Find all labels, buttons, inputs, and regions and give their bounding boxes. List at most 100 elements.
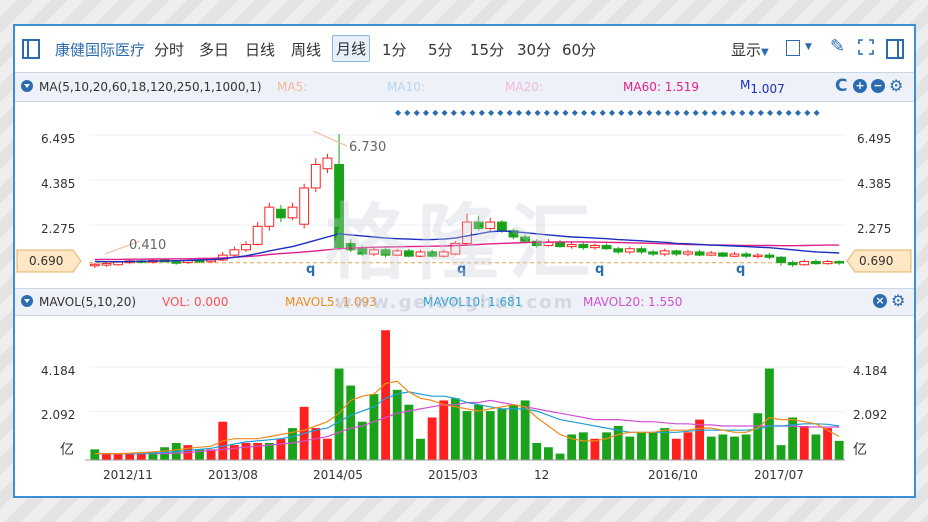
period-1min[interactable]: 1分 xyxy=(382,41,407,59)
event-marker[interactable]: ◆ xyxy=(609,108,616,117)
event-marker[interactable]: ◆ xyxy=(488,108,495,117)
event-marker[interactable]: ◆ xyxy=(423,108,430,117)
event-marker[interactable]: ◆ xyxy=(786,108,793,117)
stock-name[interactable]: 康健国际医疗 xyxy=(55,41,146,59)
event-marker[interactable]: ◆ xyxy=(628,108,635,117)
event-marker[interactable]: ◆ xyxy=(404,108,411,117)
event-marker[interactable]: ◆ xyxy=(721,108,728,117)
volume-settings-gear-icon[interactable]: ⚙ xyxy=(891,291,906,310)
event-marker[interactable]: ◆ xyxy=(674,108,681,117)
volume-bar xyxy=(555,453,565,460)
vol-y-tick-right-0: 4.184 xyxy=(853,364,887,378)
event-marker[interactable]: ◆ xyxy=(414,108,421,117)
event-marker[interactable]: ◆ xyxy=(507,108,514,117)
event-marker[interactable]: ◆ xyxy=(767,108,774,117)
event-marker[interactable]: ◆ xyxy=(516,108,523,117)
period-daily[interactable]: 日线 xyxy=(245,41,276,59)
event-marker[interactable]: ◆ xyxy=(581,108,588,117)
candle xyxy=(357,248,368,255)
event-marker[interactable]: ◆ xyxy=(702,108,709,117)
event-marker[interactable]: ◆ xyxy=(451,108,458,117)
candle xyxy=(671,250,682,255)
period-intraday[interactable]: 分时 xyxy=(154,41,185,59)
close-volume-icon[interactable]: × xyxy=(873,294,887,308)
volume-bar xyxy=(404,404,414,460)
event-marker[interactable]: ◆ xyxy=(395,108,402,117)
event-marker[interactable]: ◆ xyxy=(776,108,783,117)
period-60min[interactable]: 60分 xyxy=(562,41,597,59)
period-15min[interactable]: 15分 xyxy=(470,41,505,59)
event-marker[interactable]: ◆ xyxy=(683,108,690,117)
event-marker[interactable]: ◆ xyxy=(544,108,551,117)
q-marker-2[interactable]: q xyxy=(595,262,604,277)
event-marker[interactable]: ◆ xyxy=(646,108,653,117)
draw-pen-icon[interactable]: ✎ xyxy=(830,36,846,57)
event-marker[interactable]: ◆ xyxy=(572,108,579,117)
event-marker[interactable]: ◆ xyxy=(795,108,802,117)
event-marker[interactable]: ◆ xyxy=(665,108,672,117)
candle xyxy=(299,187,310,225)
volume-bar xyxy=(206,449,216,460)
event-marker[interactable]: ◆ xyxy=(637,108,644,117)
event-marker[interactable]: ◆ xyxy=(748,108,755,117)
candle xyxy=(369,249,379,255)
add-indicator-icon[interactable]: + xyxy=(853,79,867,93)
sidebar-toggle-icon[interactable] xyxy=(22,39,40,59)
fullscreen-icon[interactable] xyxy=(858,39,874,55)
refresh-icon[interactable]: C xyxy=(835,76,848,96)
layout-square-icon[interactable] xyxy=(786,40,800,56)
event-marker[interactable]: ◆ xyxy=(655,108,662,117)
event-marker[interactable]: ◆ xyxy=(711,108,718,117)
price-chart[interactable]: ◆ ◆ ◆ ◆ ◆ ◆ ◆ ◆ ◆ ◆ ◆ ◆ ◆ ◆ ◆ ◆ ◆ ◆ ◆ ◆ ◆ ◆ ◆ ◆ ◆ ◆ ◆ ◆ ◆ ◆ ◆ ◆ ◆ ◆ ◆ ◆ ◆ ◆ ◆ ◆… xyxy=(15,99,914,289)
current-price-tag-right: 0.690 xyxy=(846,249,912,273)
event-marker[interactable]: ◆ xyxy=(814,108,821,117)
ma10-value: MA10: xyxy=(387,80,425,94)
event-marker[interactable]: ◆ xyxy=(600,108,607,117)
event-marker[interactable]: ◆ xyxy=(442,108,449,117)
collapse-price-icon[interactable] xyxy=(21,80,33,92)
period-monthly[interactable]: 月线 xyxy=(332,35,371,62)
display-menu[interactable]: 显示▼ xyxy=(731,39,769,60)
remove-indicator-icon[interactable]: − xyxy=(871,79,885,93)
event-marker[interactable]: ◆ xyxy=(590,108,597,117)
event-marker[interactable]: ◆ xyxy=(460,108,467,117)
period-multiday[interactable]: 多日 xyxy=(199,41,230,59)
collapse-volume-icon[interactable] xyxy=(21,295,33,307)
event-marker[interactable]: ◆ xyxy=(553,108,560,117)
chevron-down-icon: ▼ xyxy=(761,47,769,58)
candle xyxy=(485,221,496,229)
q-marker-0[interactable]: q xyxy=(306,262,315,277)
period-5min[interactable]: 5分 xyxy=(428,41,453,59)
volume-bar xyxy=(241,442,251,460)
q-marker-1[interactable]: q xyxy=(457,262,466,277)
period-30min[interactable]: 30分 xyxy=(517,41,552,59)
layout-dropdown-icon[interactable]: ▼ xyxy=(805,42,812,52)
event-marker[interactable]: ◆ xyxy=(497,108,504,117)
event-marker[interactable]: ◆ xyxy=(804,108,811,117)
q-marker-3[interactable]: q xyxy=(736,262,745,277)
candle xyxy=(334,163,344,249)
event-marker[interactable]: ◆ xyxy=(525,108,532,117)
volume-bar xyxy=(125,453,135,460)
period-weekly[interactable]: 周线 xyxy=(291,41,322,59)
settings-gear-icon[interactable]: ⚙ xyxy=(889,76,904,95)
panel-toggle-icon[interactable] xyxy=(886,39,904,59)
volume-bar xyxy=(637,432,646,460)
event-marker[interactable]: ◆ xyxy=(739,108,746,117)
volume-bar xyxy=(416,438,425,460)
event-marker[interactable]: ◆ xyxy=(562,108,569,117)
volume-bar xyxy=(357,421,367,460)
event-marker[interactable]: ◆ xyxy=(693,108,700,117)
event-marker[interactable]: ◆ xyxy=(469,108,476,117)
event-marker[interactable]: ◆ xyxy=(479,108,486,117)
volume-chart[interactable]: 4.184 2.092 亿 4.184 2.092 亿 2012/11 2013… xyxy=(15,315,914,495)
volume-bar xyxy=(90,449,100,460)
event-marker[interactable]: ◆ xyxy=(730,108,737,117)
event-marker[interactable]: ◆ xyxy=(535,108,542,117)
ma-formula[interactable]: MA(5,10,20,60,18,120,250,1,1000,1) xyxy=(39,80,262,94)
event-marker[interactable]: ◆ xyxy=(758,108,765,117)
event-marker[interactable]: ◆ xyxy=(618,108,625,117)
event-marker[interactable]: ◆ xyxy=(432,108,439,117)
candle xyxy=(811,261,821,265)
mavol-formula[interactable]: MAVOL(5,10,20) xyxy=(39,295,137,309)
